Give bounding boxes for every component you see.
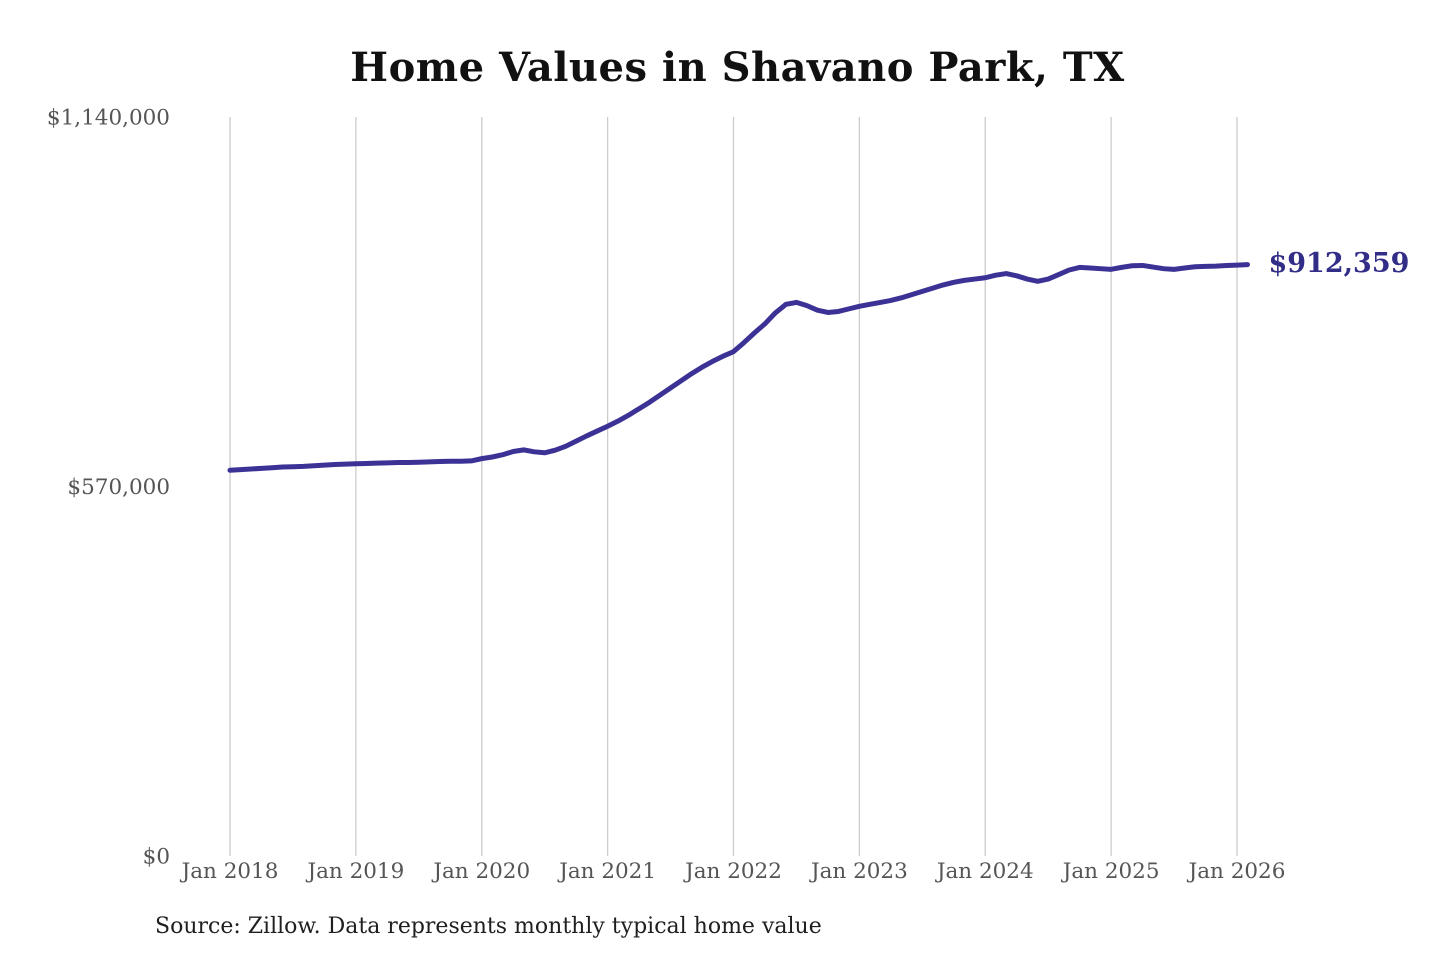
- x-tick-label: Jan 2023: [809, 859, 908, 884]
- home-value-line: [227, 262, 1250, 473]
- latest-value-annotation: $912,359: [1268, 247, 1410, 279]
- y-tick-label: $0: [143, 845, 170, 870]
- x-tick-label: Jan 2018: [180, 859, 279, 884]
- y-tick-label: $1,140,000: [47, 106, 170, 131]
- x-tick-label: Jan 2020: [431, 859, 530, 884]
- y-tick-label: $570,000: [67, 475, 170, 500]
- x-tick-label: Jan 2022: [683, 859, 782, 884]
- x-tick-label: Jan 2024: [935, 859, 1034, 884]
- x-tick-label: Jan 2021: [557, 859, 656, 884]
- x-tick-label: Jan 2025: [1061, 859, 1160, 884]
- chart-title: Home Values in Shavano Park, TX: [350, 44, 1125, 91]
- x-tick-label: Jan 2019: [305, 859, 404, 884]
- source-note: Source: Zillow. Data represents monthly …: [155, 914, 822, 939]
- x-tick-label: Jan 2026: [1187, 859, 1286, 884]
